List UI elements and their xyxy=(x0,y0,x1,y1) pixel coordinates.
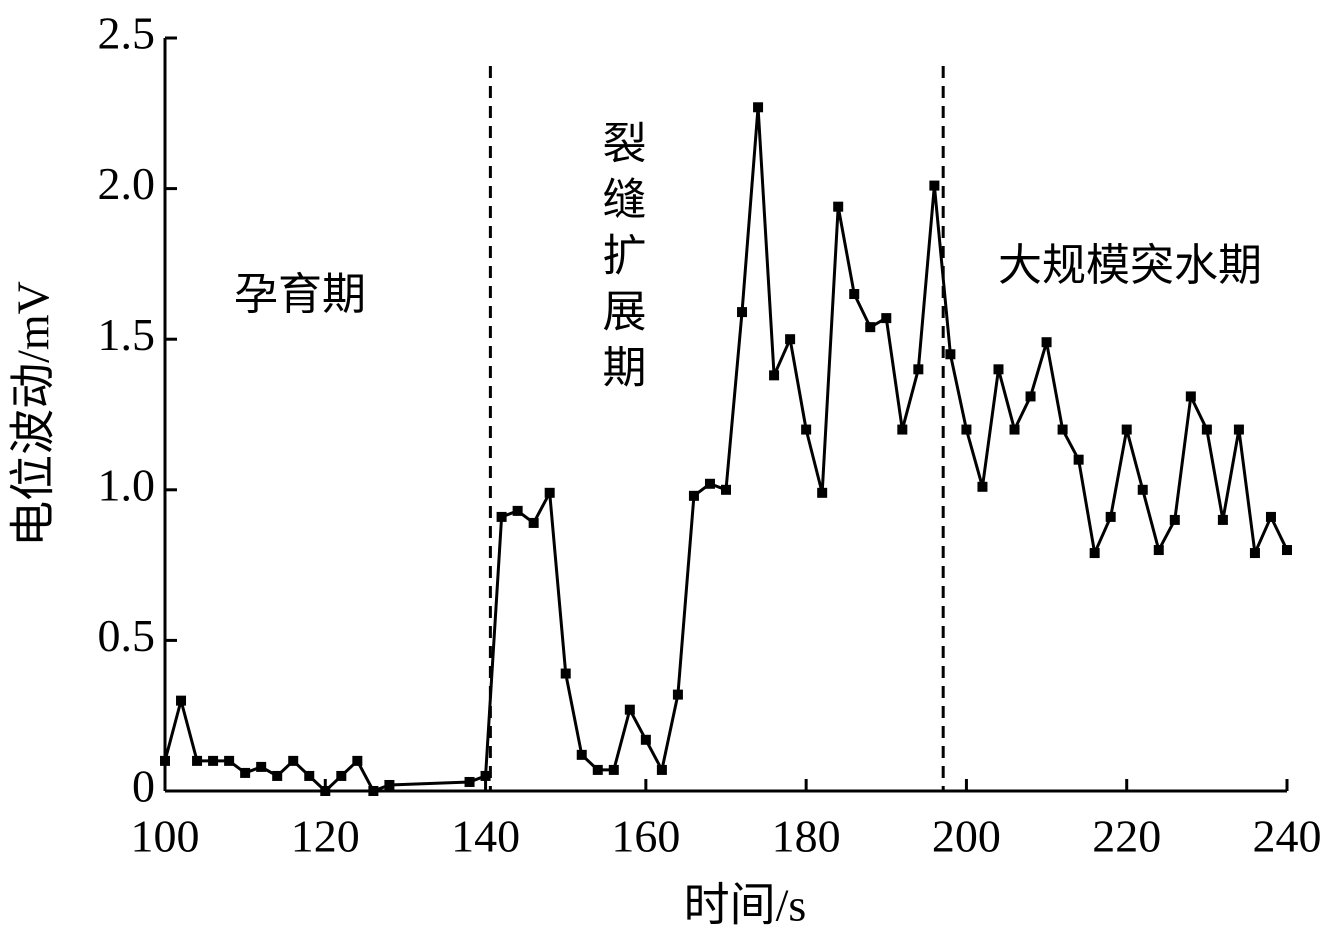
data-point xyxy=(1233,424,1244,435)
data-point xyxy=(608,764,619,775)
data-point xyxy=(320,786,331,796)
data-point xyxy=(785,334,796,345)
data-point xyxy=(256,761,267,772)
data-point xyxy=(384,779,395,790)
data-point xyxy=(1265,511,1276,522)
data-point xyxy=(913,364,924,375)
data-point xyxy=(240,767,251,778)
data-point xyxy=(737,307,748,318)
y-axis-label: 电位波动/mV xyxy=(8,281,59,547)
data-point xyxy=(192,755,203,766)
data-point xyxy=(1282,545,1292,556)
data-point xyxy=(224,755,235,766)
data-point xyxy=(1105,511,1116,522)
data-point xyxy=(656,764,667,775)
data-point xyxy=(721,484,731,495)
data-point xyxy=(288,755,299,766)
x-tick-label: 120 xyxy=(291,811,360,862)
x-tick-label: 160 xyxy=(611,811,680,862)
data-point xyxy=(1089,548,1100,559)
data-point xyxy=(881,313,892,324)
y-tick-label: 0 xyxy=(132,761,155,812)
data-point xyxy=(560,668,571,679)
data-point xyxy=(1153,545,1164,556)
annotation: 裂缝扩展期 xyxy=(595,120,646,400)
data-point xyxy=(160,755,170,766)
data-point xyxy=(929,180,940,191)
annotation: 大规模突水期 xyxy=(998,240,1262,291)
data-point xyxy=(993,364,1004,375)
x-tick-label: 180 xyxy=(772,811,841,862)
data-point xyxy=(1073,454,1084,465)
data-point xyxy=(176,695,187,706)
data-point xyxy=(272,770,283,781)
data-point xyxy=(352,755,363,766)
data-point xyxy=(480,770,491,781)
data-point xyxy=(961,424,972,435)
data-point xyxy=(624,704,635,715)
y-tick-label: 1.0 xyxy=(98,459,156,510)
data-point xyxy=(865,322,876,333)
data-point xyxy=(897,424,908,435)
data-point xyxy=(704,478,715,489)
data-point xyxy=(592,764,603,775)
data-point xyxy=(833,201,844,212)
x-tick-label: 200 xyxy=(932,811,1001,862)
annotation: 孕育期 xyxy=(234,269,366,320)
y-tick-label: 0.5 xyxy=(98,610,156,661)
data-point xyxy=(1249,548,1260,559)
data-point xyxy=(688,490,699,501)
x-tick-label: 100 xyxy=(131,811,200,862)
y-tick-label: 1.5 xyxy=(98,309,156,360)
data-point xyxy=(496,511,507,522)
data-point xyxy=(753,102,764,113)
data-point xyxy=(368,786,379,796)
data-point xyxy=(1057,424,1068,435)
data-point xyxy=(1121,424,1132,435)
x-tick-label: 240 xyxy=(1253,811,1322,862)
data-point xyxy=(1185,391,1196,402)
data-line xyxy=(163,105,1289,793)
data-point xyxy=(512,505,523,516)
data-point xyxy=(801,424,812,435)
data-point xyxy=(1169,514,1180,525)
data-point xyxy=(1025,391,1036,402)
data-point xyxy=(1009,424,1020,435)
x-tick-label: 140 xyxy=(451,811,520,862)
data-point xyxy=(208,755,219,766)
data-point xyxy=(817,487,828,498)
data-point xyxy=(1201,424,1212,435)
y-tick-label: 2.5 xyxy=(98,8,156,59)
x-tick-label: 220 xyxy=(1092,811,1161,862)
data-point xyxy=(945,349,956,360)
data-point xyxy=(849,289,860,300)
data-point xyxy=(769,370,780,381)
data-point xyxy=(304,770,315,781)
y-tick-label: 2.0 xyxy=(98,158,156,209)
x-axis-label: 时间/s xyxy=(684,880,807,931)
data-point xyxy=(576,749,587,760)
data-point xyxy=(528,517,539,528)
data-point xyxy=(640,734,651,745)
data-point xyxy=(544,487,555,498)
data-point xyxy=(336,770,347,781)
data-point xyxy=(1217,514,1228,525)
data-point xyxy=(1137,484,1148,495)
data-point xyxy=(1041,337,1052,348)
data-point xyxy=(977,481,988,492)
data-point xyxy=(464,776,475,787)
data-point xyxy=(672,689,683,700)
